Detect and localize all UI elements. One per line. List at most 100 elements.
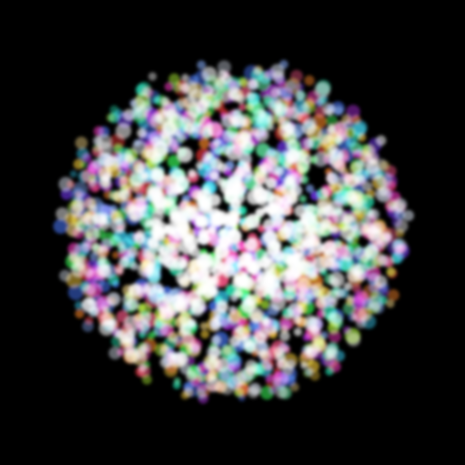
particle (183, 387, 194, 398)
particle (397, 244, 406, 253)
particle (168, 132, 183, 148)
particle (226, 228, 242, 244)
particle (271, 340, 286, 355)
particle (135, 83, 149, 97)
particle (351, 228, 361, 238)
particle (325, 367, 334, 376)
particle (99, 313, 112, 326)
particle (299, 195, 307, 203)
particle (178, 311, 192, 326)
particle (152, 210, 165, 223)
particle (183, 235, 199, 250)
particle (304, 232, 316, 244)
particle (302, 203, 310, 211)
particle (164, 82, 174, 92)
particle (386, 267, 396, 277)
particle (127, 206, 144, 222)
particle (344, 328, 361, 344)
particle (181, 194, 191, 204)
particle (129, 99, 137, 107)
particle (130, 170, 146, 187)
particle (358, 307, 372, 322)
particle (329, 289, 338, 298)
particle (225, 183, 238, 196)
particle (328, 330, 342, 343)
particle (364, 165, 380, 181)
particle (265, 374, 274, 383)
particle (53, 218, 69, 234)
particle (260, 89, 269, 99)
particle (276, 228, 290, 242)
particle (283, 290, 295, 302)
particle (247, 92, 261, 105)
particle (119, 175, 129, 185)
particle (169, 261, 185, 276)
particle (340, 210, 356, 226)
particle (187, 171, 199, 183)
particle (376, 253, 385, 262)
particle (347, 312, 357, 322)
particle (113, 229, 128, 243)
particle (209, 346, 221, 358)
particle (222, 264, 236, 278)
particle (303, 254, 317, 269)
particle (188, 307, 196, 316)
particle (338, 288, 349, 299)
particle (207, 225, 217, 235)
particle (349, 141, 362, 154)
particle (282, 307, 294, 319)
particle (239, 78, 249, 88)
particle (337, 128, 349, 141)
particle (112, 251, 120, 259)
particle (187, 291, 202, 307)
particle (247, 386, 260, 399)
particle (327, 150, 335, 158)
particle (308, 269, 318, 279)
particle (186, 356, 195, 366)
particle (270, 102, 282, 114)
particle (316, 221, 332, 237)
particle (327, 297, 338, 308)
particle (81, 297, 97, 314)
particle (374, 281, 382, 290)
particle (269, 241, 280, 252)
particle (256, 286, 268, 298)
particle (225, 256, 234, 265)
particle (164, 200, 172, 208)
particle (238, 317, 247, 326)
particle (128, 328, 137, 337)
particle (209, 170, 219, 181)
particle (283, 277, 298, 292)
particle (150, 113, 166, 130)
particle (179, 211, 191, 223)
particle (257, 225, 266, 233)
particle (226, 79, 237, 89)
particle (367, 295, 383, 311)
particle (60, 187, 73, 200)
particle (230, 116, 241, 127)
particle (296, 90, 307, 101)
particle (102, 174, 110, 182)
particle (81, 168, 97, 184)
particle (141, 374, 152, 385)
particle (64, 212, 77, 226)
particle (214, 358, 229, 373)
particle (177, 186, 185, 195)
particle (346, 104, 361, 119)
particle (313, 151, 329, 167)
particle (132, 109, 147, 124)
particle (75, 136, 88, 150)
particle (260, 163, 272, 175)
particle (111, 327, 121, 337)
particle (93, 126, 104, 137)
particle (290, 69, 303, 83)
particle (124, 347, 140, 363)
particle (176, 147, 187, 158)
particle (148, 72, 157, 81)
particle (287, 173, 302, 187)
particle (227, 311, 240, 325)
particle (210, 320, 222, 331)
particle (239, 141, 254, 156)
particle (290, 382, 300, 392)
